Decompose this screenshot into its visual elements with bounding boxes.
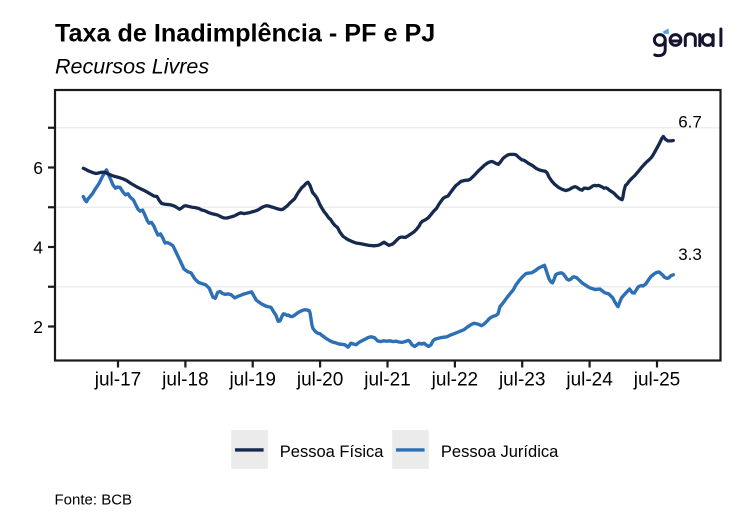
svg-text:Taxa de Inadimplência - PF e P: Taxa de Inadimplência - PF e PJ [55,19,435,47]
svg-text:jul-17: jul-17 [94,369,141,390]
svg-text:Pessoa Jurídica: Pessoa Jurídica [441,443,559,461]
svg-text:jul-19: jul-19 [228,369,275,390]
svg-text:Pessoa Física: Pessoa Física [280,443,384,461]
svg-text:jul-22: jul-22 [431,369,478,390]
svg-text:jul-21: jul-21 [363,369,410,390]
svg-text:3.3: 3.3 [678,245,702,264]
svg-text:6: 6 [33,158,43,178]
svg-text:jul-24: jul-24 [565,369,613,390]
svg-text:6.7: 6.7 [678,112,702,131]
svg-text:2: 2 [33,317,43,337]
svg-text:4: 4 [33,237,43,257]
svg-text:jul-23: jul-23 [498,369,545,390]
svg-text:jul-25: jul-25 [633,369,680,390]
svg-text:Fonte: BCB: Fonte: BCB [55,491,133,508]
svg-text:jul-18: jul-18 [161,369,208,390]
svg-text:jul-20: jul-20 [296,369,343,390]
svg-text:Recursos Livres: Recursos Livres [55,55,209,79]
